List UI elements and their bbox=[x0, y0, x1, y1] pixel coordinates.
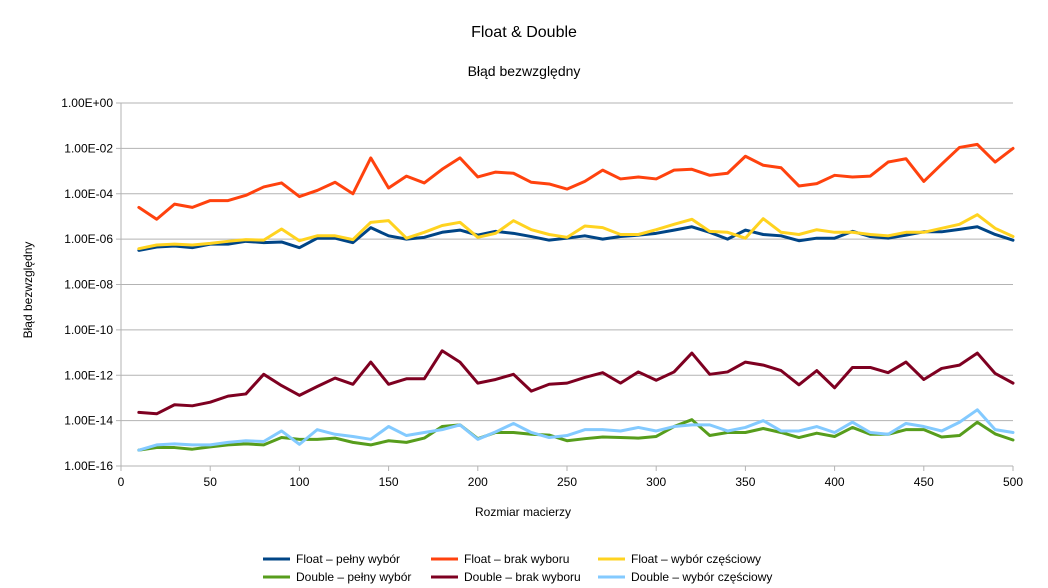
x-tick-label: 300 bbox=[646, 475, 666, 489]
series-line-4 bbox=[137, 418, 1015, 452]
y-tick-label: 1.00E-12 bbox=[64, 368, 113, 382]
legend-label: Float – wybór częściowy bbox=[631, 552, 761, 566]
x-tick-label: 500 bbox=[1003, 475, 1023, 489]
legend: Float – pełny wybór Float – brak wyboru Fl… bbox=[263, 552, 772, 584]
series-line-6 bbox=[137, 408, 1015, 452]
y-tick-label: 1.00E-02 bbox=[64, 141, 113, 155]
legend-label: Double – pełny wybór bbox=[296, 570, 411, 584]
series-line-3 bbox=[137, 213, 1015, 251]
x-tick-label: 250 bbox=[557, 475, 577, 489]
x-tick-label: 200 bbox=[468, 475, 488, 489]
x-tick-label: 150 bbox=[379, 475, 399, 489]
legend-label: Float – pełny wybór bbox=[296, 552, 400, 566]
y-axis-title: Błąd bezwzględny bbox=[21, 242, 35, 339]
legend-label: Float – brak wyboru bbox=[464, 552, 569, 566]
series-line-5 bbox=[137, 349, 1015, 416]
x-tick-label: 0 bbox=[118, 475, 125, 489]
axes bbox=[120, 103, 1013, 467]
y-tick-label: 1.00E-10 bbox=[64, 323, 113, 337]
y-tick-label: 1.00E+00 bbox=[61, 96, 113, 110]
x-tick-label: 450 bbox=[914, 475, 934, 489]
x-tick-label: 350 bbox=[735, 475, 755, 489]
x-tick-label: 400 bbox=[825, 475, 845, 489]
series-lines bbox=[137, 142, 1015, 452]
x-axis-ticks: 0 50 100 150 200 250 300 350 400 450 500 bbox=[118, 466, 1023, 489]
y-tick-label: 1.00E-08 bbox=[64, 278, 113, 292]
y-axis-ticks: 1.00E-16 1.00E-14 1.00E-12 1.00E-10 1.00E-08… bbox=[61, 96, 121, 473]
y-tick-label: 1.00E-04 bbox=[64, 187, 113, 201]
y-tick-label: 1.00E-16 bbox=[64, 459, 113, 473]
chart-title: Float & Double bbox=[471, 24, 577, 41]
x-axis-title: Rozmiar macierzy bbox=[475, 505, 571, 519]
gridlines bbox=[121, 102, 1013, 467]
y-tick-label: 1.00E-06 bbox=[64, 232, 113, 246]
legend-label: Double – brak wyboru bbox=[464, 570, 581, 584]
legend-label: Double – wybór częściowy bbox=[631, 570, 772, 584]
series-line-2 bbox=[137, 142, 1015, 221]
x-tick-label: 100 bbox=[289, 475, 309, 489]
chart-subtitle: Błąd bezwzględny bbox=[468, 63, 581, 79]
x-tick-label: 50 bbox=[204, 475, 218, 489]
y-tick-label: 1.00E-14 bbox=[64, 414, 113, 428]
series-line-1 bbox=[137, 225, 1015, 252]
